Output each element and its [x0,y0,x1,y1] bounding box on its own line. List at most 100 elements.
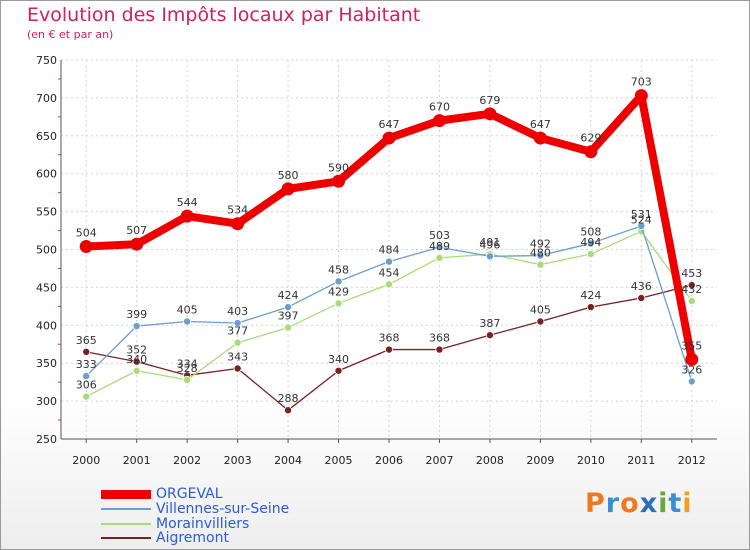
data-point [332,174,346,188]
logo-letter: t [668,488,683,519]
data-label: 288 [278,392,299,405]
x-tick-label: 2010 [577,454,605,467]
data-label: 368 [429,332,450,345]
data-label: 405 [177,304,198,317]
data-point [435,243,444,252]
data-label: 534 [227,204,248,217]
data-label: 647 [379,118,400,131]
data-label: 504 [76,226,97,239]
data-label: 424 [580,289,601,302]
data-point [132,366,141,375]
axes: 250 300 350 400 450 500 550 600 650 700 750 2000 200… [36,54,717,467]
data-label: 503 [429,229,450,242]
data-label: 647 [530,118,551,131]
logo-letter: x [639,488,659,519]
data-point [130,237,144,251]
data-label: 424 [278,289,299,302]
data-label: 405 [530,304,551,317]
data-point [384,257,393,266]
x-tick-label: 2000 [72,454,100,467]
data-point [180,209,194,223]
data-point [432,114,446,128]
y-tick-label: 700 [36,92,57,105]
data-label: 429 [328,285,349,298]
data-label: 531 [631,208,652,221]
data-label: 679 [479,94,500,107]
x-tick-label: 2005 [325,454,353,467]
data-point [284,323,293,332]
data-label: 454 [379,266,400,279]
data-point [382,131,396,145]
data-point [132,357,141,366]
data-label: 306 [76,379,97,392]
data-label: 333 [76,358,97,371]
data-label: 432 [681,283,702,296]
data-point [183,317,192,326]
data-point [384,345,393,354]
y-tick-label: 750 [36,54,57,67]
logo-letter: i [658,488,669,519]
data-label: 403 [227,305,248,318]
data-label: 343 [227,351,248,364]
data-point [233,319,242,328]
data-labels: 504 507 544 534 580 590 647 670 679 647 629 703 355 3… [76,76,703,406]
y-tick-label: 300 [36,395,57,408]
data-label: 670 [429,101,450,114]
legend-label: Aigremont [156,530,229,546]
data-point [79,239,93,253]
y-tick-label: 500 [36,244,57,257]
legend-label: ORGEVAL [156,486,223,502]
data-point [183,375,192,384]
data-label: 590 [328,161,349,174]
data-point [334,299,343,308]
data-point [536,251,545,260]
data-point [281,182,295,196]
data-point [634,89,648,103]
data-point [533,131,547,145]
data-label: 458 [328,263,349,276]
data-label: 436 [631,280,652,293]
x-tick-label: 2008 [476,454,504,467]
data-label: 377 [227,325,248,338]
data-point [685,352,699,366]
data-point [435,253,444,262]
x-tick-label: 2002 [173,454,201,467]
x-tick-label: 2004 [274,454,302,467]
x-tick-label: 2009 [526,454,554,467]
data-point [132,322,141,331]
data-label: 629 [580,132,601,145]
data-point [334,366,343,375]
data-label: 494 [580,236,601,249]
x-tick-label: 2006 [375,454,403,467]
data-label: 484 [379,244,400,257]
chart-title: Evolution des Impôts locaux par Habitant [27,4,421,26]
data-point [687,377,696,386]
data-label: 387 [479,317,500,330]
data-point [536,260,545,269]
data-point [637,222,646,231]
data-label: 399 [126,308,147,321]
legend-item: Villennes-sur-Seine [101,501,289,517]
data-label: 489 [429,240,450,253]
data-label: 703 [631,76,652,89]
data-label: 480 [530,247,551,260]
data-label: 491 [479,236,500,249]
y-tick-label: 350 [36,357,57,370]
grid [61,59,717,440]
data-label: 368 [379,332,400,345]
data-point [637,294,646,303]
x-tick-label: 2011 [627,454,655,467]
data-label: 492 [530,238,551,251]
y-tick-label: 450 [36,281,57,294]
logo-letter: o [620,488,640,519]
legend-swatch [101,489,151,499]
data-label: 340 [328,353,349,366]
data-point [584,145,598,159]
x-tick-label: 2001 [123,454,151,467]
data-point [284,406,293,415]
data-label: 352 [126,344,147,357]
data-point [483,107,497,121]
proxiti-logo: Proxiti [585,488,693,519]
chart-subtitle: (en € et par an) [27,28,114,41]
